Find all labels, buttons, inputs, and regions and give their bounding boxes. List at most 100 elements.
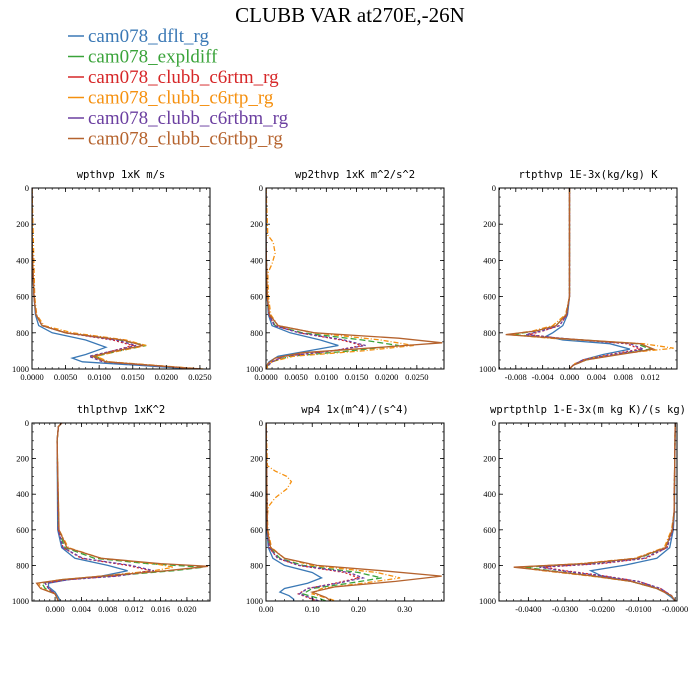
y-tick-label: 600 xyxy=(16,525,29,535)
legend-entry: cam078_clubb_c6rtbp_rg xyxy=(88,129,283,150)
y-tick-label: 1000 xyxy=(246,364,263,374)
series-line xyxy=(524,423,676,601)
y-tick-label: 400 xyxy=(16,489,29,499)
series-line xyxy=(266,423,361,601)
series-line xyxy=(513,423,676,601)
series-line xyxy=(542,423,676,601)
y-tick-label: 0 xyxy=(492,418,496,428)
legend-entry: cam078_clubb_c6rtp_rg xyxy=(88,88,274,109)
x-tick-label: 0.20 xyxy=(351,604,366,614)
y-tick-label: 800 xyxy=(483,560,496,570)
plot-frame xyxy=(265,187,445,370)
x-tick-label: 0.0000 xyxy=(254,372,277,382)
panel-title: thlpthvp 1xK^2 xyxy=(77,404,166,416)
y-tick-label: 1000 xyxy=(246,596,263,606)
x-tick-label: 0.008 xyxy=(98,604,117,614)
panels: wpthvp 1xK m/s0.0000 0.0050 0.0100 0.0150 0.… xyxy=(12,169,688,614)
series-line xyxy=(266,423,442,601)
x-tick-label: 0.016 xyxy=(151,604,170,614)
x-tick-label: 0.0250 xyxy=(188,372,211,382)
y-tick-label: 0 xyxy=(259,418,263,428)
y-tick-label: 0 xyxy=(492,183,496,193)
y-tick-label: 200 xyxy=(16,219,29,229)
y-tick-label: 1000 xyxy=(12,364,29,374)
y-tick-label: 400 xyxy=(16,255,29,265)
series-line xyxy=(266,423,324,601)
series-line xyxy=(32,188,200,369)
series-line xyxy=(266,423,366,601)
x-tick-label: -0.0300 xyxy=(552,604,578,614)
x-tick-label: 0.0150 xyxy=(345,372,368,382)
x-tick-label: -0.0200 xyxy=(589,604,615,614)
panel-title: wp2thvp 1xK m^2/s^2 xyxy=(295,169,415,181)
y-tick-label: 600 xyxy=(250,292,263,302)
y-tick-label: 200 xyxy=(483,454,496,464)
x-tick-label: 0.020 xyxy=(177,604,196,614)
x-tick-label: 0.0000 xyxy=(20,372,43,382)
x-tick-label: 0.00 xyxy=(259,604,274,614)
panel-title: rtpthvp 1E-3x(kg/kg) K xyxy=(518,169,658,181)
panel: wp4 1x(m^4)/(s^4) 0.00 0.10 0.20 0.30 0 200 400… xyxy=(246,404,445,614)
legend-entry: cam078_clubb_c6rtbm_rg xyxy=(88,108,289,129)
y-tick-label: 1000 xyxy=(479,364,496,374)
y-tick-label: 1000 xyxy=(479,596,496,606)
series-line xyxy=(32,188,200,369)
x-tick-label: 0.004 xyxy=(72,604,92,614)
x-tick-label: 0.0150 xyxy=(121,372,144,382)
y-tick-label: 400 xyxy=(250,255,263,265)
x-tick-label: 0.0050 xyxy=(54,372,77,382)
panel: wpthvp 1xK m/s 0.0000 0.0050 0.0100 0.0150 0.… xyxy=(12,169,212,382)
x-tick-label: 0.0100 xyxy=(87,372,110,382)
x-tick-label: 0.000 xyxy=(560,372,579,382)
x-tick-label: -0.0400 xyxy=(515,604,541,614)
y-tick-label: 0 xyxy=(25,183,29,193)
series-line xyxy=(266,188,363,369)
legend: cam078_dflt_rgcam078_expldiffcam078_club… xyxy=(68,26,289,150)
y-tick-label: 200 xyxy=(250,219,263,229)
y-tick-label: 200 xyxy=(250,454,263,464)
y-tick-label: 600 xyxy=(483,525,496,535)
series-line xyxy=(266,188,339,369)
panel-title: wpthvp 1xK m/s xyxy=(77,169,166,181)
x-tick-label: -0.0100 xyxy=(625,604,651,614)
series-line xyxy=(32,188,194,369)
panel-title: wprtpthlp 1-E-3x(m kg K)/(s kg) xyxy=(490,404,686,416)
legend-entry: cam078_clubb_c6rtm_rg xyxy=(88,67,279,88)
series-line xyxy=(35,423,209,601)
x-tick-label: 0.008 xyxy=(614,372,633,382)
x-tick-label: 0.0050 xyxy=(284,372,307,382)
series-line xyxy=(32,188,200,369)
series-line xyxy=(588,423,676,601)
x-tick-label: -0.008 xyxy=(505,372,527,382)
series-line xyxy=(539,423,676,601)
y-tick-label: 1000 xyxy=(12,596,29,606)
legend-entry: cam078_expldiff xyxy=(88,47,218,68)
x-tick-label: 0.10 xyxy=(305,604,320,614)
y-tick-label: 600 xyxy=(250,525,263,535)
panel: wp2thvp 1xK m^2/s^2 0.0000 0.0050 0.0100 0.0… xyxy=(246,169,445,382)
x-tick-label: 0.0200 xyxy=(155,372,178,382)
x-tick-label: -0.0000 xyxy=(662,604,688,614)
y-tick-label: 600 xyxy=(483,292,496,302)
panel: rtpthvp 1E-3x(kg/kg) K -0.008 -0.004 0.000 0… xyxy=(479,169,678,382)
y-tick-label: 800 xyxy=(16,560,29,570)
x-tick-label: 0.0100 xyxy=(315,372,338,382)
x-tick-label: 0.012 xyxy=(641,372,660,382)
series-line xyxy=(266,423,382,601)
y-tick-label: 400 xyxy=(483,255,496,265)
y-tick-label: 800 xyxy=(16,328,29,338)
series-line xyxy=(505,188,656,369)
y-tick-label: 400 xyxy=(250,489,263,499)
y-tick-label: 200 xyxy=(483,219,496,229)
y-tick-label: 200 xyxy=(16,454,29,464)
panel-title: wp4 1x(m^4)/(s^4) xyxy=(301,404,408,416)
series-line xyxy=(44,423,155,601)
series-line xyxy=(266,188,414,369)
series-line xyxy=(266,423,401,601)
x-tick-label: 0.012 xyxy=(125,604,144,614)
x-tick-label: 0.0200 xyxy=(375,372,398,382)
panel: wprtpthlp 1-E-3x(m kg K)/(s kg) -0.0400 -0… xyxy=(479,404,688,614)
series-line xyxy=(266,188,366,369)
series-line xyxy=(517,423,676,601)
